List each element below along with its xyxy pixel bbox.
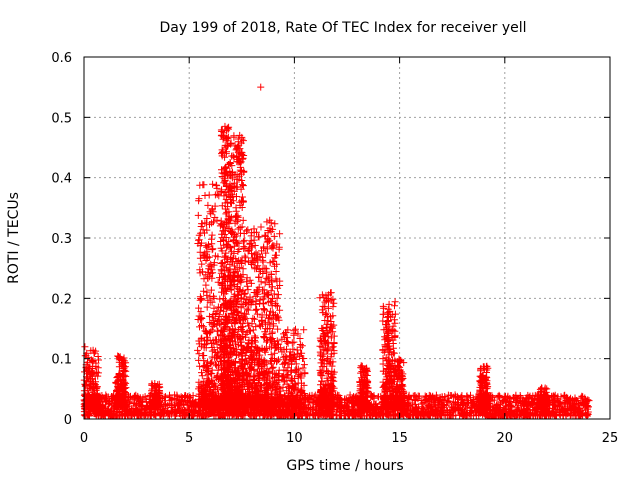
y-tick-label: 0.2 bbox=[51, 292, 72, 307]
roti-point-cloud bbox=[80, 123, 593, 420]
y-axis-label: ROTI / TECUs bbox=[6, 192, 22, 284]
x-tick-label: 20 bbox=[497, 431, 514, 446]
x-axis-label: GPS time / hours bbox=[286, 458, 403, 474]
y-tick-label: 0 bbox=[64, 413, 72, 428]
x-tick-label: 25 bbox=[602, 431, 619, 446]
y-tick-label: 0.3 bbox=[51, 232, 72, 247]
axis-ticks: 0 5 10 15 20 25 0 0.1 0.2 0.3 0.4 0.5 0.6 bbox=[51, 51, 618, 446]
x-tick-label: 0 bbox=[80, 431, 88, 446]
roti-outlier-point bbox=[267, 219, 275, 227]
x-tick-label: 5 bbox=[185, 431, 193, 446]
roti-outlier-point bbox=[385, 300, 393, 308]
x-tick-label: 15 bbox=[391, 431, 408, 446]
roti-outlier-point bbox=[236, 131, 244, 139]
y-tick-label: 0.4 bbox=[51, 172, 72, 187]
roti-outlier-point bbox=[257, 83, 265, 91]
y-tick-label: 0.1 bbox=[51, 353, 72, 368]
chart-title: Day 199 of 2018, Rate Of TEC Index for r… bbox=[159, 20, 526, 36]
x-tick-label: 10 bbox=[286, 431, 303, 446]
roti-outlier-point bbox=[221, 122, 229, 130]
data-points bbox=[80, 83, 593, 420]
roti-outlier-point bbox=[322, 291, 330, 299]
y-tick-label: 0.5 bbox=[51, 111, 72, 126]
y-tick-label: 0.6 bbox=[51, 51, 72, 66]
